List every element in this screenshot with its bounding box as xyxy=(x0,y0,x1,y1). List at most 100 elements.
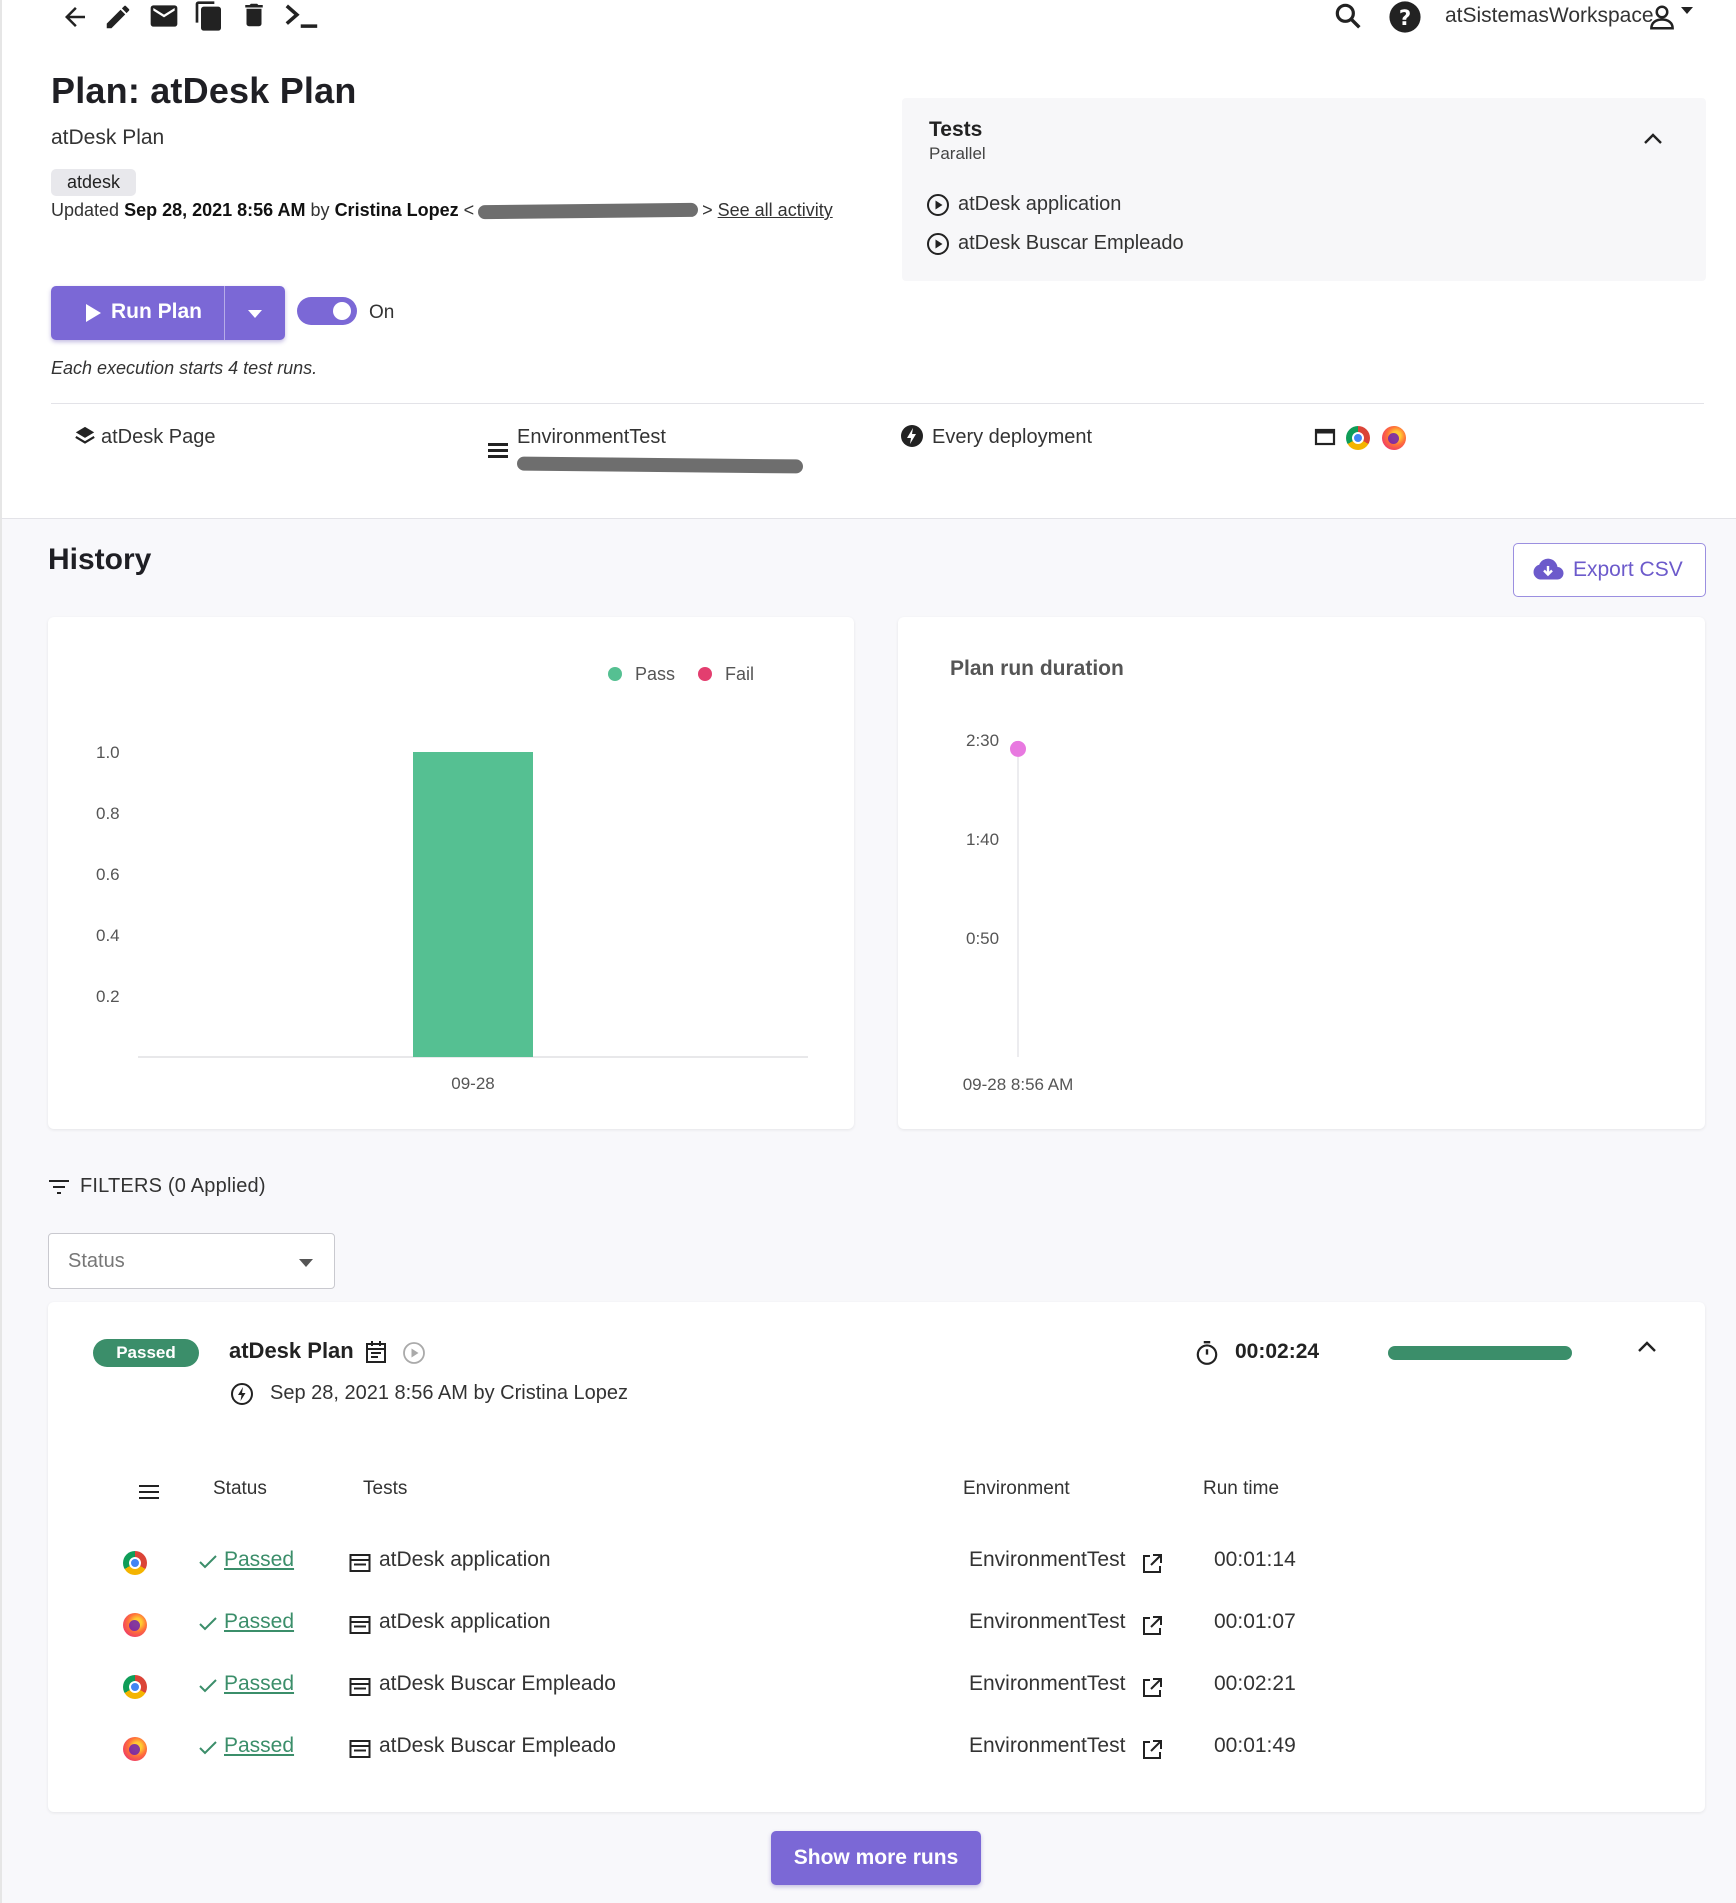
redacted-url xyxy=(516,456,804,474)
tests-panel-item[interactable]: atDesk application xyxy=(958,193,1122,215)
legend-label[interactable]: Fail xyxy=(725,664,754,684)
column-header-run-time[interactable]: Run time xyxy=(1203,1478,1280,1499)
svg-text:?: ? xyxy=(1399,6,1411,31)
y-tick-label: 0:50 xyxy=(966,929,999,948)
table-row[interactable]: Passed atDesk application EnvironmentTest 0… xyxy=(48,1540,1705,1580)
legend-dot-fail xyxy=(698,667,712,681)
firefox-icon xyxy=(123,1613,147,1637)
row-run-time: 00:02:21 xyxy=(1214,1672,1296,1695)
updated-prefix: Updated xyxy=(51,200,120,220)
export-csv-label: Export CSV xyxy=(1573,558,1683,581)
play-circle-icon xyxy=(927,233,949,255)
plan-tag[interactable]: atdesk xyxy=(51,169,137,196)
tests-panel-item[interactable]: atDesk Buscar Empleado xyxy=(958,232,1184,254)
filter-icon xyxy=(49,1180,69,1194)
test-window-icon xyxy=(349,1554,371,1572)
row-environment[interactable]: EnvironmentTest xyxy=(969,1610,1126,1633)
chevron-up-icon[interactable] xyxy=(1636,1338,1658,1354)
firefox-icon xyxy=(123,1737,147,1761)
row-environment[interactable]: EnvironmentTest xyxy=(969,1672,1126,1695)
trash-icon[interactable] xyxy=(239,0,269,30)
play-icon xyxy=(86,304,101,322)
row-test-name[interactable]: atDesk Buscar Empleado xyxy=(379,1734,616,1757)
test-window-icon xyxy=(349,1616,371,1634)
y-tick-label: 2:30 xyxy=(966,731,999,750)
status-badge: Passed xyxy=(93,1339,199,1367)
edit-icon[interactable] xyxy=(103,2,133,32)
row-run-time: 00:01:07 xyxy=(1214,1610,1296,1633)
external-link-icon[interactable] xyxy=(1141,1553,1163,1575)
tests-panel-title: Tests xyxy=(929,118,983,141)
test-window-icon xyxy=(349,1740,371,1758)
y-tick-label: 0.4 xyxy=(96,926,120,945)
status-filter-select[interactable]: Status xyxy=(48,1233,335,1289)
row-test-name[interactable]: atDesk application xyxy=(379,1610,551,1633)
chevron-up-icon[interactable] xyxy=(1642,130,1664,146)
copy-icon[interactable] xyxy=(193,0,225,32)
stopwatch-icon xyxy=(1196,1340,1218,1365)
duration-chart-title: Plan run duration xyxy=(950,657,1124,680)
column-header-environment[interactable]: Environment xyxy=(963,1478,1070,1499)
table-row[interactable]: Passed atDesk application EnvironmentTest 0… xyxy=(48,1602,1705,1642)
y-tick-label: 1.0 xyxy=(96,743,120,762)
export-csv-button[interactable]: Export CSV xyxy=(1513,543,1706,597)
run-plan-name[interactable]: atDesk Plan xyxy=(229,1338,354,1363)
external-link-icon[interactable] xyxy=(1141,1615,1163,1637)
play-circle-icon[interactable] xyxy=(402,1341,426,1365)
meta-environment[interactable]: EnvironmentTest xyxy=(517,426,666,448)
layers-icon xyxy=(75,426,95,444)
table-row[interactable]: Passed atDesk Buscar Empleado EnvironmentT… xyxy=(48,1664,1705,1704)
caret-down-icon[interactable] xyxy=(247,309,263,319)
duration-point[interactable] xyxy=(1010,740,1026,757)
search-icon[interactable] xyxy=(1332,0,1364,32)
run-duration: 00:02:24 xyxy=(1235,1340,1320,1363)
row-test-name[interactable]: atDesk application xyxy=(379,1548,551,1571)
meta-page[interactable]: atDesk Page xyxy=(101,426,216,448)
calendar-icon[interactable] xyxy=(365,1340,387,1364)
server-list-icon xyxy=(488,443,508,458)
row-status-link[interactable]: Passed xyxy=(224,1672,295,1695)
caret-down-icon xyxy=(299,1259,313,1267)
row-status-link[interactable]: Passed xyxy=(224,1734,295,1757)
row-test-name[interactable]: atDesk Buscar Empleado xyxy=(379,1672,616,1695)
row-run-time: 00:01:14 xyxy=(1214,1548,1296,1571)
tests-panel-mode: Parallel xyxy=(929,144,986,163)
column-header-status[interactable]: Status xyxy=(213,1478,267,1499)
filters-applied: (0 Applied) xyxy=(167,1175,266,1197)
caret-down-icon[interactable] xyxy=(1680,6,1694,16)
terminal-icon[interactable] xyxy=(283,0,321,32)
column-header-tests[interactable]: Tests xyxy=(363,1478,408,1499)
redacted-email: < > xyxy=(463,200,713,220)
help-icon[interactable]: ? xyxy=(1388,0,1422,34)
check-icon xyxy=(199,1617,217,1631)
row-status-link[interactable]: Passed xyxy=(224,1610,295,1633)
row-status-link[interactable]: Passed xyxy=(224,1548,295,1571)
row-environment[interactable]: EnvironmentTest xyxy=(969,1734,1126,1757)
divider xyxy=(51,403,1704,404)
show-more-runs-button[interactable]: Show more runs xyxy=(771,1831,981,1885)
external-link-icon[interactable] xyxy=(1141,1739,1163,1761)
window-icon xyxy=(1314,428,1336,446)
status-filter-placeholder: Status xyxy=(68,1250,125,1272)
run-plan-button[interactable]: Run Plan xyxy=(51,286,285,340)
row-environment[interactable]: EnvironmentTest xyxy=(969,1548,1126,1571)
table-row[interactable]: Passed atDesk Buscar Empleado EnvironmentT… xyxy=(48,1726,1705,1766)
external-link-icon[interactable] xyxy=(1141,1677,1163,1699)
chrome-icon xyxy=(123,1675,147,1699)
bar-pass[interactable] xyxy=(413,752,533,1057)
column-menu-icon[interactable] xyxy=(138,1484,160,1500)
legend-label[interactable]: Pass xyxy=(635,664,675,684)
plan-header-section: ? atSistemasWorkspace Plan: atDesk Plan … xyxy=(0,0,1736,518)
workspace-name[interactable]: atSistemasWorkspace xyxy=(1445,4,1654,27)
back-arrow-icon[interactable] xyxy=(60,2,90,32)
see-all-activity-link[interactable]: See all activity xyxy=(717,200,833,220)
user-icon[interactable] xyxy=(1647,2,1677,32)
meta-trigger[interactable]: Every deployment xyxy=(932,426,1093,448)
run-plan-label: Run Plan xyxy=(111,300,203,323)
schedule-toggle[interactable] xyxy=(297,297,357,325)
check-icon xyxy=(199,1741,217,1755)
filters-label[interactable]: FILTERS (0 Applied) xyxy=(80,1175,266,1198)
tests-panel: Tests Parallel atDesk application atDesk… xyxy=(902,98,1706,281)
mail-icon[interactable] xyxy=(148,0,180,32)
x-tick-label: 09-28 xyxy=(451,1074,494,1093)
